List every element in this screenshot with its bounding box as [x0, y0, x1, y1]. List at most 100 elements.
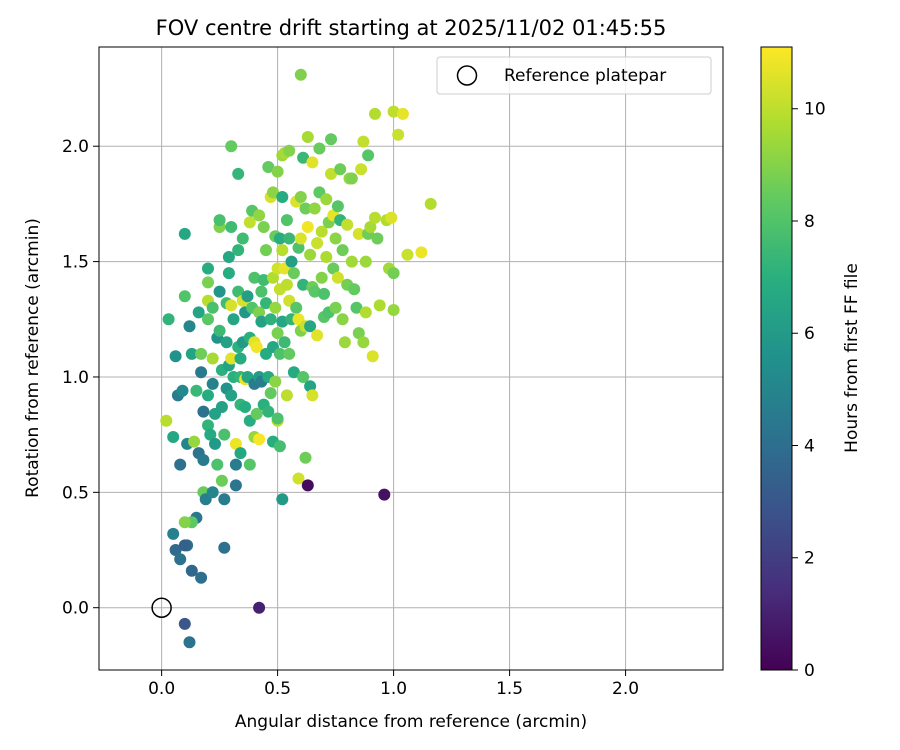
scatter-point	[225, 221, 238, 233]
scatter-point	[213, 324, 226, 337]
scatter-point	[315, 225, 328, 238]
scatter-point	[308, 285, 321, 298]
scatter-point	[278, 336, 291, 349]
scatter-point	[222, 267, 235, 280]
scatter-point	[262, 405, 275, 418]
scatter-point	[362, 149, 375, 162]
scatter-point	[243, 458, 256, 471]
scatter-point	[236, 232, 249, 245]
scatter-point	[273, 347, 286, 360]
scatter-point	[336, 313, 349, 326]
scatter-point	[401, 248, 414, 261]
scatter-point	[359, 306, 372, 319]
scatter-point	[243, 216, 256, 229]
scatter-point	[183, 636, 196, 649]
scatter-point	[232, 244, 245, 257]
scatter-point	[264, 387, 277, 400]
scatter-point	[357, 135, 370, 148]
scatter-point	[345, 172, 358, 185]
scatter-point	[387, 267, 400, 280]
scatter-point	[206, 352, 219, 365]
scatter-point	[213, 285, 226, 298]
scatter-point	[297, 278, 310, 291]
scatter-point	[336, 244, 349, 257]
scatter-point	[271, 165, 284, 178]
scatter-point	[227, 313, 240, 326]
chart-title: FOV centre drift starting at 2025/11/02 …	[156, 16, 667, 40]
colorbar-tick-label: 8	[804, 212, 815, 232]
scatter-point	[269, 301, 282, 314]
colorbar-tick-label: 2	[804, 549, 815, 569]
scatter-point	[239, 401, 252, 413]
scatter-point	[192, 306, 205, 319]
y-tick-label: 0.5	[62, 483, 89, 503]
scatter-point	[202, 389, 214, 402]
scatter-point	[378, 488, 391, 501]
legend-marker-open-circle	[456, 65, 478, 86]
scatter-point	[232, 285, 245, 298]
scatter-point	[280, 389, 293, 402]
scatter-point	[297, 151, 310, 164]
scatter-point	[325, 167, 337, 180]
scatter-point	[304, 380, 317, 393]
scatter-point	[229, 437, 242, 450]
scatter-point	[178, 539, 191, 552]
scatter-point	[197, 454, 210, 466]
scatter-point	[257, 221, 270, 233]
scatter-point	[334, 163, 347, 176]
scatter-point	[255, 285, 268, 298]
scatter-point	[285, 255, 298, 268]
scatter-point	[232, 167, 245, 180]
scatter-point	[308, 202, 321, 215]
x-tick-label: 1.5	[496, 679, 523, 699]
scatter-point	[260, 244, 272, 257]
scatter-point	[320, 193, 333, 206]
x-axis-ticks: 0.0 0.5 1.0 1.5 2.0	[148, 670, 639, 699]
scatter-point	[306, 389, 319, 402]
scatter-point	[206, 377, 219, 390]
scatter-point	[373, 299, 386, 312]
y-tick-label: 1.5	[62, 253, 89, 273]
scatter-point	[225, 140, 238, 153]
scatter-point	[294, 232, 307, 245]
scatter-point	[267, 186, 279, 199]
scatter-point	[260, 297, 272, 310]
scatter-point	[350, 301, 363, 314]
scatter-point	[292, 241, 305, 254]
scatter-point	[304, 248, 317, 261]
colorbar-tick-label: 10	[804, 100, 826, 120]
scatter-point	[273, 232, 286, 245]
scatter-point	[218, 428, 231, 441]
scatter-point	[255, 315, 268, 328]
scatter-point	[169, 544, 182, 556]
scatter-point	[178, 290, 191, 303]
colorbar-ticks: 0 2 4 6 8 10	[792, 100, 826, 681]
legend: Reference platepar	[436, 56, 712, 95]
scatter-point	[366, 350, 379, 363]
scatter-point	[311, 237, 324, 250]
scatter-point	[355, 163, 368, 176]
scatter-point	[338, 336, 351, 349]
x-tick-label: 0.5	[264, 679, 291, 699]
scatter-point	[294, 191, 307, 203]
scatter-point	[229, 479, 242, 492]
scatter-point	[250, 407, 263, 420]
scatter-point	[301, 131, 314, 143]
scatter-point	[195, 571, 208, 584]
scatter-point	[359, 255, 372, 268]
scatter-point	[167, 527, 180, 540]
scatter-point	[369, 107, 381, 120]
x-axis-label: Angular distance from reference (arcmin)	[235, 712, 587, 732]
scatter-point	[222, 251, 235, 263]
scatter-point	[315, 271, 328, 284]
scatter-point	[197, 405, 210, 418]
scatter-point	[225, 352, 238, 365]
scatter-point	[206, 301, 219, 314]
scatter-point	[313, 142, 326, 155]
scatter-point	[185, 347, 198, 360]
scatter-point	[178, 617, 191, 630]
scatter-point	[204, 428, 217, 441]
scatter-point	[292, 472, 305, 485]
scatter-point	[264, 313, 277, 326]
scatter-point	[202, 262, 214, 275]
